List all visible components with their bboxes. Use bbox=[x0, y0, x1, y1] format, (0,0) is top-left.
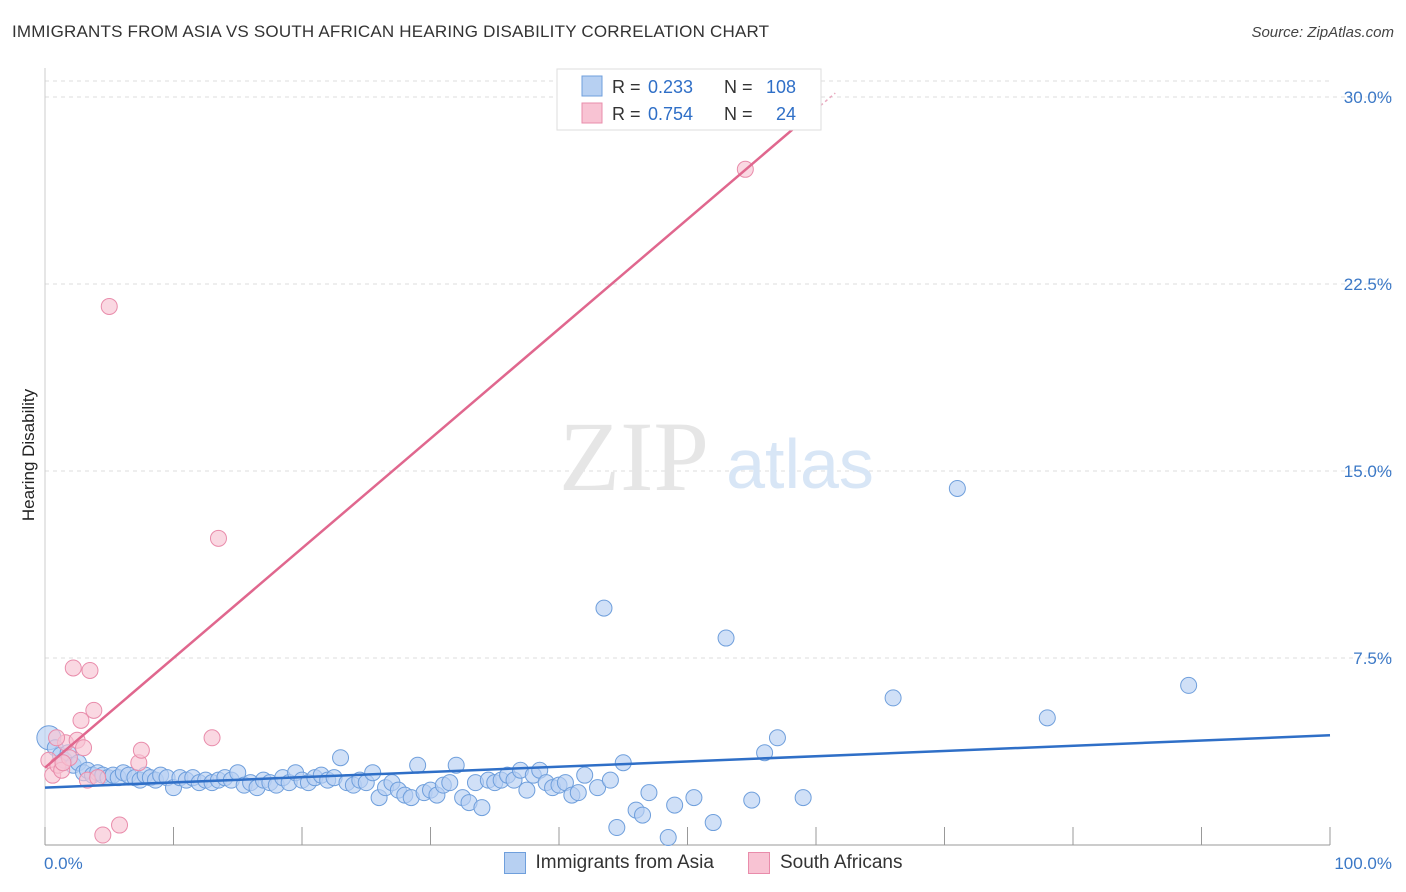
point-asia bbox=[1038, 709, 1056, 727]
legend-n-value-2: 24 bbox=[776, 104, 796, 124]
point-asia bbox=[447, 756, 465, 774]
point-asia bbox=[768, 729, 786, 747]
legend: R = 0.233 N = 108 R = 0.754 N = 24 bbox=[556, 68, 822, 131]
point-south-african bbox=[72, 711, 90, 729]
legend-r-label-2: R = bbox=[612, 104, 641, 124]
point-asia bbox=[704, 814, 722, 832]
point-asia bbox=[518, 781, 536, 799]
point-asia bbox=[601, 771, 619, 789]
gridlines bbox=[45, 80, 1392, 659]
point-asia bbox=[948, 479, 966, 497]
watermark-zip: ZIP bbox=[559, 401, 709, 512]
legend-r-value-1: 0.233 bbox=[648, 77, 693, 97]
point-asia bbox=[332, 749, 350, 767]
point-south-african bbox=[48, 729, 66, 747]
trend-lines bbox=[44, 92, 1331, 789]
point-asia bbox=[659, 829, 677, 847]
point-south-african bbox=[81, 661, 99, 679]
x-tick-label-1: 100.0% bbox=[1334, 854, 1392, 873]
axes bbox=[44, 68, 1331, 846]
point-asia bbox=[756, 744, 774, 762]
point-south-african bbox=[132, 741, 150, 759]
legend-n-label-1: N = bbox=[724, 77, 753, 97]
bottom-legend: Immigrants from Asia South Africans bbox=[0, 852, 1406, 874]
point-asia bbox=[640, 784, 658, 802]
point-asia bbox=[364, 764, 382, 782]
bottom-legend-label-asia: Immigrants from Asia bbox=[535, 852, 714, 873]
point-asia bbox=[576, 766, 594, 784]
point-south-african bbox=[100, 297, 118, 315]
point-asia bbox=[441, 774, 459, 792]
legend-n-label-2: N = bbox=[724, 104, 753, 124]
point-south-african bbox=[64, 659, 82, 677]
trend-line-south-africans bbox=[44, 108, 817, 769]
point-asia bbox=[595, 599, 613, 617]
point-south-african bbox=[75, 739, 93, 757]
point-asia bbox=[589, 779, 607, 797]
point-asia bbox=[1180, 676, 1198, 694]
y-tick-label-3: 30.0% bbox=[1344, 88, 1392, 107]
legend-r-value-2: 0.754 bbox=[648, 104, 693, 124]
y-tick-label-2: 22.5% bbox=[1344, 275, 1392, 294]
point-south-african bbox=[54, 754, 72, 772]
point-asia bbox=[794, 789, 812, 807]
bottom-legend-item-asia: Immigrants from Asia bbox=[503, 852, 714, 874]
point-asia bbox=[666, 796, 684, 814]
chart-title: IMMIGRANTS FROM ASIA VS SOUTH AFRICAN HE… bbox=[12, 22, 770, 41]
y-tick-label-0: 7.5% bbox=[1353, 649, 1392, 668]
point-asia bbox=[569, 784, 587, 802]
bottom-legend-item-south-africans: South Africans bbox=[747, 852, 903, 874]
point-asia bbox=[608, 819, 626, 837]
point-south-african bbox=[203, 729, 221, 747]
bottom-legend-label-south-africans: South Africans bbox=[779, 852, 903, 873]
trend-line-asia bbox=[44, 734, 1331, 789]
point-south-african bbox=[209, 529, 227, 547]
legend-n-value-1: 108 bbox=[766, 77, 796, 97]
legend-swatch-blue bbox=[581, 75, 603, 97]
y-tick-label-1: 15.0% bbox=[1344, 462, 1392, 481]
source-credit: Source: ZipAtlas.com bbox=[1251, 24, 1394, 41]
point-asia bbox=[717, 629, 735, 647]
point-asia bbox=[473, 799, 491, 817]
point-asia bbox=[884, 689, 902, 707]
watermark-atlas: atlas bbox=[726, 425, 874, 503]
point-asia bbox=[409, 756, 427, 774]
legend-swatch-pink bbox=[581, 102, 603, 124]
point-south-african bbox=[89, 769, 107, 787]
bottom-legend-swatch-pink bbox=[747, 852, 770, 874]
point-south-african bbox=[94, 826, 112, 844]
x-tick-label-0: 0.0% bbox=[44, 854, 83, 873]
point-south-african bbox=[111, 816, 129, 834]
point-asia bbox=[743, 791, 761, 809]
bottom-legend-swatch-blue bbox=[503, 852, 526, 874]
legend-r-label-1: R = bbox=[612, 77, 641, 97]
point-south-african bbox=[85, 701, 103, 719]
point-asia bbox=[634, 806, 652, 824]
y-axis-title: Hearing Disability bbox=[19, 388, 38, 521]
tick-labels: 7.5% 15.0% 22.5% 30.0% 0.0% 100.0% bbox=[44, 88, 1392, 873]
point-asia bbox=[685, 789, 703, 807]
trend-line-south-africans-ext bbox=[815, 92, 836, 111]
watermark: ZIP atlas bbox=[559, 401, 874, 512]
